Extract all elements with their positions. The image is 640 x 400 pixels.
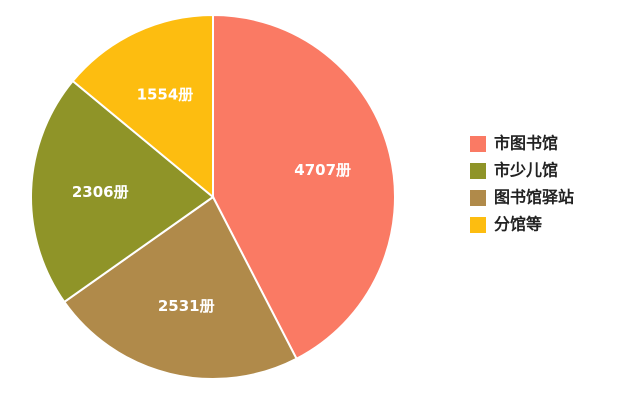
- legend-label: 分馆等: [494, 215, 542, 234]
- legend-swatch: [470, 136, 486, 152]
- pie-slice: [212, 13, 396, 361]
- pie-slice: [62, 195, 298, 380]
- value-label: 2531册: [158, 297, 215, 315]
- legend-swatch: [470, 190, 486, 206]
- legend-label: 市图书馆: [494, 134, 558, 153]
- legend-label: 图书馆驿站: [494, 188, 574, 207]
- legend-swatch: [470, 217, 486, 233]
- legend-swatch: [470, 163, 486, 179]
- pie-slice: [30, 79, 215, 304]
- legend-label: 市少儿馆: [494, 161, 558, 180]
- value-label: 1554册: [137, 85, 194, 103]
- value-label: 2306册: [72, 183, 129, 201]
- value-label: 4707册: [294, 161, 351, 179]
- pie-slice: [71, 13, 214, 200]
